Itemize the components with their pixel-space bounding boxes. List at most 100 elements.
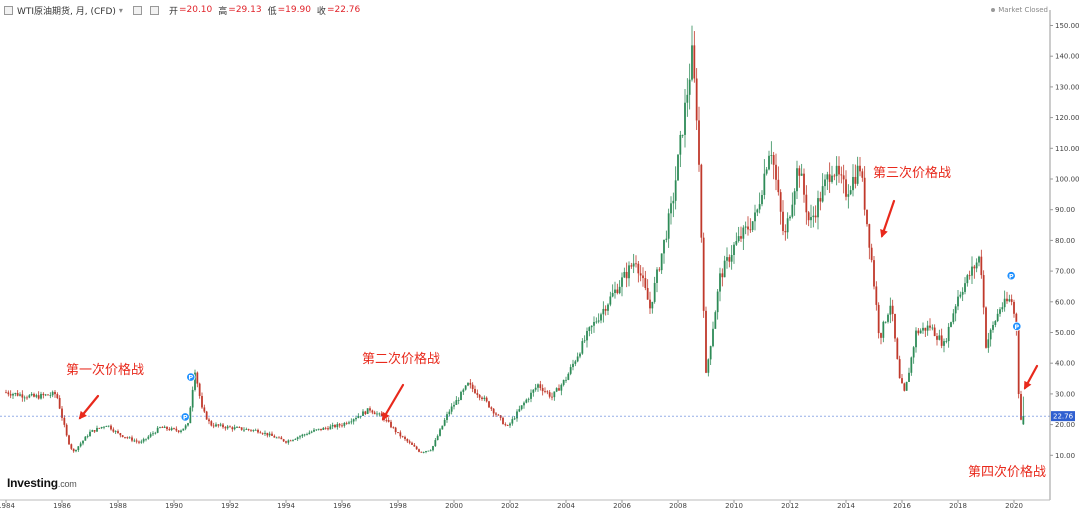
x-tick-label: 2012 (781, 502, 799, 510)
candle-body (187, 423, 189, 426)
candle-body (208, 419, 210, 422)
candle-body (306, 434, 308, 435)
stat-low-value: =19.90 (277, 5, 311, 15)
candle-body (124, 436, 126, 438)
candle-body (226, 426, 229, 429)
candle-body (126, 437, 129, 439)
candle-body (651, 301, 654, 309)
candle-body (875, 286, 878, 305)
candle-body (413, 444, 416, 447)
annotation-price-war-3: 第三次价格战 (873, 166, 952, 181)
settings-box-icon[interactable] (132, 5, 142, 15)
candle-body (518, 409, 521, 412)
event-marker-label: P (1014, 323, 1019, 331)
candle-body (805, 194, 808, 213)
chevron-down-icon[interactable]: ▾ (118, 5, 123, 15)
candle-body (891, 305, 894, 314)
arrow-icon (1023, 364, 1039, 390)
compare-box-icon[interactable] (149, 5, 159, 15)
candle-body (973, 266, 976, 269)
candle-body (758, 204, 761, 210)
candle-body (268, 433, 271, 436)
candle-body (588, 327, 591, 331)
candle-body (961, 291, 964, 295)
candle-body (952, 313, 955, 323)
candle-body (495, 413, 497, 415)
x-tick-label: 2002 (501, 502, 519, 510)
x-tick-label: 2018 (949, 502, 967, 510)
candle-body (275, 437, 278, 439)
candle-body (224, 427, 227, 429)
candle-body (401, 436, 404, 438)
candle-body (350, 421, 353, 423)
candle-body (595, 321, 598, 323)
candle-body (387, 420, 390, 422)
candle-body (511, 419, 514, 424)
candle-body (238, 427, 241, 428)
annotation-arrows (78, 199, 1039, 421)
candle-body (173, 428, 175, 429)
candle-body (82, 440, 84, 444)
candle-body (658, 269, 661, 271)
candle-body (159, 427, 161, 428)
candle-body (30, 393, 33, 396)
candle-body (418, 449, 420, 452)
candle-body (810, 217, 812, 221)
candle-body (196, 372, 199, 384)
candle-body (474, 388, 476, 394)
stat-open-value: =20.10 (178, 5, 213, 15)
symbol-title[interactable]: WTI原油期货, 月, (CFD) (17, 6, 116, 17)
candle-body (712, 328, 714, 347)
candle-body (245, 429, 248, 430)
candle-body (642, 275, 644, 279)
event-marker-label: P (1009, 272, 1014, 280)
y-tick-label: 100.00 (1055, 176, 1080, 184)
candle-body (140, 441, 143, 443)
stat-close-value: =22.76 (326, 5, 361, 15)
candle-body (784, 231, 787, 233)
candle-body (653, 282, 656, 302)
market-status: Market Closed (991, 6, 1048, 14)
status-dot-icon (991, 8, 996, 12)
candle-body (107, 425, 110, 427)
candles-group (5, 25, 1025, 454)
candle-body (630, 265, 633, 267)
x-tick-label: 2016 (893, 502, 911, 510)
candle-body (847, 194, 850, 197)
candle-body (982, 275, 985, 308)
candle-body (320, 428, 322, 430)
candle-body (530, 392, 532, 399)
candle-body (217, 424, 220, 426)
candle-body (455, 400, 458, 405)
candle-body (637, 263, 640, 274)
candle-body (70, 444, 73, 449)
arrow-head (1024, 380, 1032, 390)
candle-body (544, 391, 546, 392)
y-tick-label: 70.00 (1055, 268, 1075, 276)
candle-body (163, 426, 166, 428)
x-tick-label: 2008 (669, 502, 687, 510)
candle-body (971, 266, 973, 276)
y-tick-label: 40.00 (1055, 360, 1075, 368)
candle-body (747, 226, 749, 230)
logo-brand: Investing (7, 476, 58, 490)
candle-body (831, 175, 833, 182)
candle-body (476, 393, 479, 395)
candle-body (695, 78, 698, 121)
candle-body (84, 436, 87, 441)
candle-body (406, 438, 409, 442)
candle-body (404, 436, 406, 439)
candle-body (114, 431, 117, 432)
candle-body (989, 329, 992, 340)
candle-body (327, 428, 329, 430)
candle-body (856, 165, 859, 184)
candle-body (779, 192, 782, 212)
candle-body (618, 286, 621, 294)
candle-body (954, 306, 957, 314)
y-tick-label: 20.00 (1055, 421, 1075, 429)
investing-logo[interactable]: Investing.com (7, 476, 77, 490)
candle-body (37, 395, 40, 399)
candle-body (852, 176, 854, 191)
candle-body (698, 120, 700, 165)
